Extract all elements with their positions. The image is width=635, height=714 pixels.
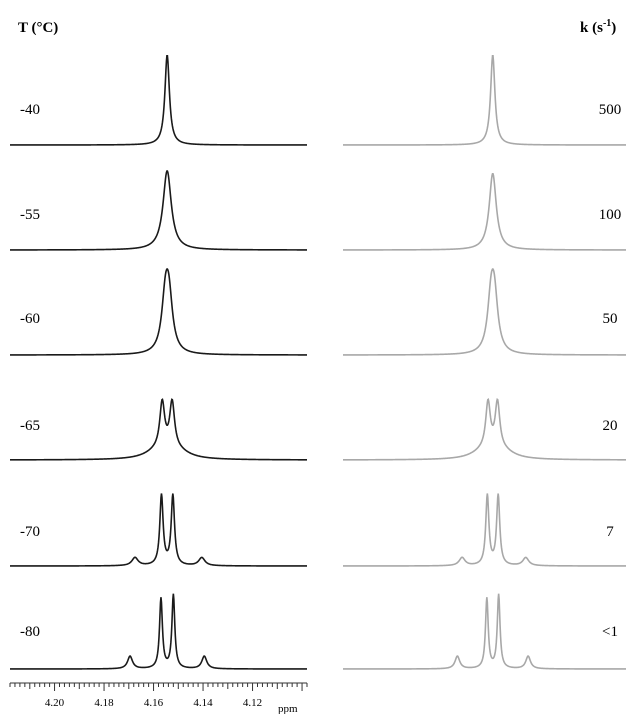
experimental-spectrum-trace xyxy=(10,593,307,670)
temperature-header: T (°C) xyxy=(18,20,58,36)
simulated-spectrum-trace xyxy=(343,593,626,670)
simulated-spectrum-trace xyxy=(343,268,626,356)
simulated-spectrum-trace xyxy=(343,172,626,251)
simulated-row-label: 100 xyxy=(599,207,622,223)
experimental-row-label: -60 xyxy=(20,311,40,327)
experimental-row-label: -40 xyxy=(20,102,40,118)
simulated-row-label: 500 xyxy=(599,102,622,118)
rate-header-main: k (s xyxy=(580,20,603,36)
rate-header-superscript: -1 xyxy=(603,18,611,29)
simulated-row-label: 50 xyxy=(603,311,618,327)
experimental-row-label: -80 xyxy=(20,624,40,640)
rate-header-close: ) xyxy=(611,20,616,36)
simulated-spectrum-trace xyxy=(343,398,626,461)
experimental-row-label: -55 xyxy=(20,207,40,223)
simulated-spectrum-trace xyxy=(343,54,626,146)
simulated-spectra: 500 100 50 20 7 <1 xyxy=(343,54,626,670)
simulated-row-label: <1 xyxy=(602,624,618,640)
experimental-row-label: -65 xyxy=(20,418,40,434)
rate-constant-header: k (s-1) xyxy=(580,18,616,36)
experimental-spectra: -40 -55 -60 -65 -70 -80 xyxy=(10,54,307,670)
axis-tick-label: 4.12 xyxy=(243,697,262,709)
axis-tick-label: 4.18 xyxy=(94,697,114,709)
experimental-spectrum-trace xyxy=(10,268,307,356)
experimental-spectrum-trace xyxy=(10,170,307,251)
axis-unit-label: ppm xyxy=(278,703,298,714)
experimental-spectrum-trace xyxy=(10,54,307,146)
axis-tick-label: 4.16 xyxy=(144,697,164,709)
ppm-axis: 4.20 4.18 4.16 4.14 4.12 xyxy=(9,682,308,709)
simulated-spectrum-trace xyxy=(343,493,626,567)
simulated-row-label: 7 xyxy=(606,524,614,540)
simulated-row-label: 20 xyxy=(603,418,618,434)
experimental-spectrum-trace xyxy=(10,493,307,567)
experimental-row-label: -70 xyxy=(20,524,40,540)
axis-tick-label: 4.14 xyxy=(193,697,213,709)
experimental-spectrum-trace xyxy=(10,398,307,461)
axis-tick-label: 4.20 xyxy=(45,697,65,709)
